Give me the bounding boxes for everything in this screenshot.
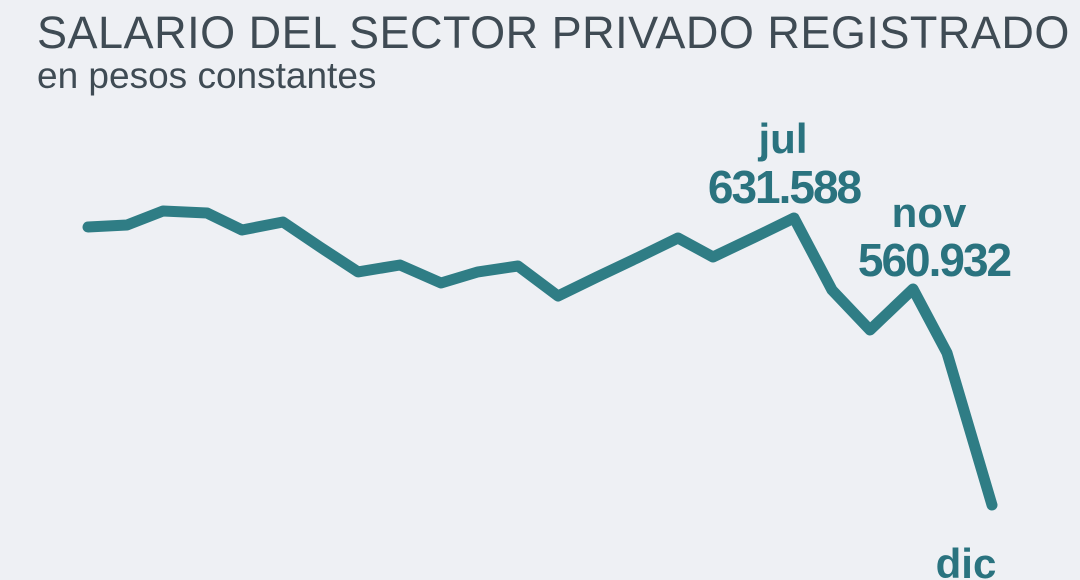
annotation-nov-month-label: nov (891, 189, 967, 236)
annotation-nov-value-label: 560.932 (857, 234, 1012, 286)
chart-header: SALARIO DEL SECTOR PRIVADO REGISTRADO en… (37, 10, 1070, 98)
annotation-jul-value-label: 631.588 (707, 161, 862, 213)
annotation-jul-month-label: jul (758, 115, 808, 162)
chart-subtitle: en pesos constantes (37, 55, 377, 96)
chart-title: SALARIO DEL SECTOR PRIVADO REGISTRADO (37, 7, 1070, 58)
annotation-dic-month-label: dic (935, 540, 997, 580)
salary-line-series (82, 205, 998, 511)
